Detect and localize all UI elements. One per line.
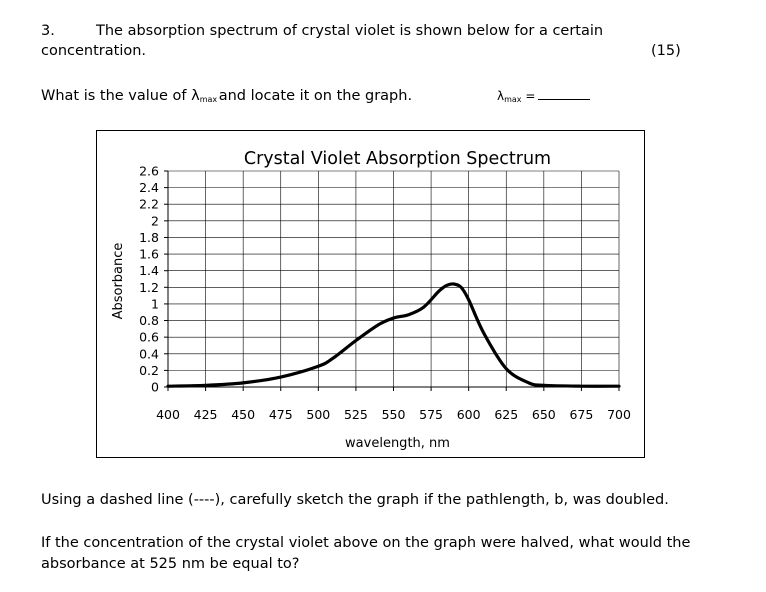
- y-axis-label: Absorbance: [111, 243, 126, 320]
- x-tick-label: 500: [306, 407, 330, 422]
- followup-question-2-line1: If the concentration of the crystal viol…: [41, 535, 691, 551]
- question-number: 3.: [41, 23, 55, 39]
- x-tick-label: 700: [607, 407, 631, 422]
- y-tick-label: 2.4: [139, 180, 159, 195]
- question-points: (15): [651, 43, 681, 59]
- y-tick-label: 1.6: [139, 247, 159, 262]
- x-tick-label: 475: [269, 407, 293, 422]
- chart-frame: 0 0.2 0.4 0.6 0.8 1 1.2 1.4 1.6 1.8 2 2.2 2.4 2.6 400 4…: [96, 130, 645, 458]
- y-tick-label: 1: [151, 296, 159, 311]
- answer-equals: =: [525, 89, 536, 103]
- x-tick-label: 675: [569, 407, 593, 422]
- y-tick-label: 1.8: [139, 230, 159, 245]
- lambda-question: What is the value of λmax and locate it …: [41, 87, 412, 109]
- absorbance-series-line: [166, 282, 621, 388]
- x-tick-label: 425: [194, 407, 218, 422]
- y-tick-label: 1.2: [139, 280, 159, 295]
- y-tick-label: 0.2: [139, 363, 159, 378]
- answer-lambda: λ: [497, 89, 505, 103]
- y-tick-label: 0: [151, 380, 159, 395]
- y-tick-label: 0.4: [139, 346, 159, 361]
- y-tick-label: 0.6: [139, 330, 159, 345]
- answer-blank[interactable]: [538, 88, 591, 100]
- lambda-max-subscript: max: [199, 95, 218, 104]
- x-tick-label: 525: [344, 407, 368, 422]
- y-tick-label: 2.2: [139, 197, 159, 212]
- y-tick-label: 0.8: [139, 313, 159, 328]
- lambda-question-before: What is the value of λ: [41, 88, 200, 104]
- lambda-question-after: and locate it on the graph.: [218, 88, 413, 104]
- followup-question-1: Using a dashed line (----), carefully sk…: [41, 492, 669, 508]
- x-axis-label: wavelength, nm: [345, 436, 450, 451]
- absorption-chart: 0 0.2 0.40.6 0.8 11.2 1.41.6 1.8 22.2 2.42.6 400 4…: [111, 149, 631, 451]
- chart-title: Crystal Violet Absorption Spectrum: [244, 149, 551, 169]
- y-tick-label: 1.4: [139, 263, 159, 278]
- x-tick-label: 550: [382, 407, 406, 422]
- x-tick-label: 625: [494, 407, 518, 422]
- x-tick-label: 575: [419, 407, 443, 422]
- question-intro-line2: concentration.: [41, 43, 147, 59]
- answer-max-subscript: max: [504, 95, 522, 104]
- question-intro-line1: The absorption spectrum of crystal viole…: [96, 23, 604, 39]
- y-tick-label: 2: [151, 213, 159, 228]
- x-tick-label: 600: [457, 407, 481, 422]
- x-tick-label: 650: [532, 407, 556, 422]
- followup-question-2-line2: absorbance at 525 nm be equal to?: [41, 556, 300, 572]
- x-tick-label: 400: [156, 407, 180, 422]
- y-tick-label: 2.6: [139, 164, 159, 179]
- x-tick-label: 450: [231, 407, 255, 422]
- lambda-answer: λmax =: [497, 87, 591, 109]
